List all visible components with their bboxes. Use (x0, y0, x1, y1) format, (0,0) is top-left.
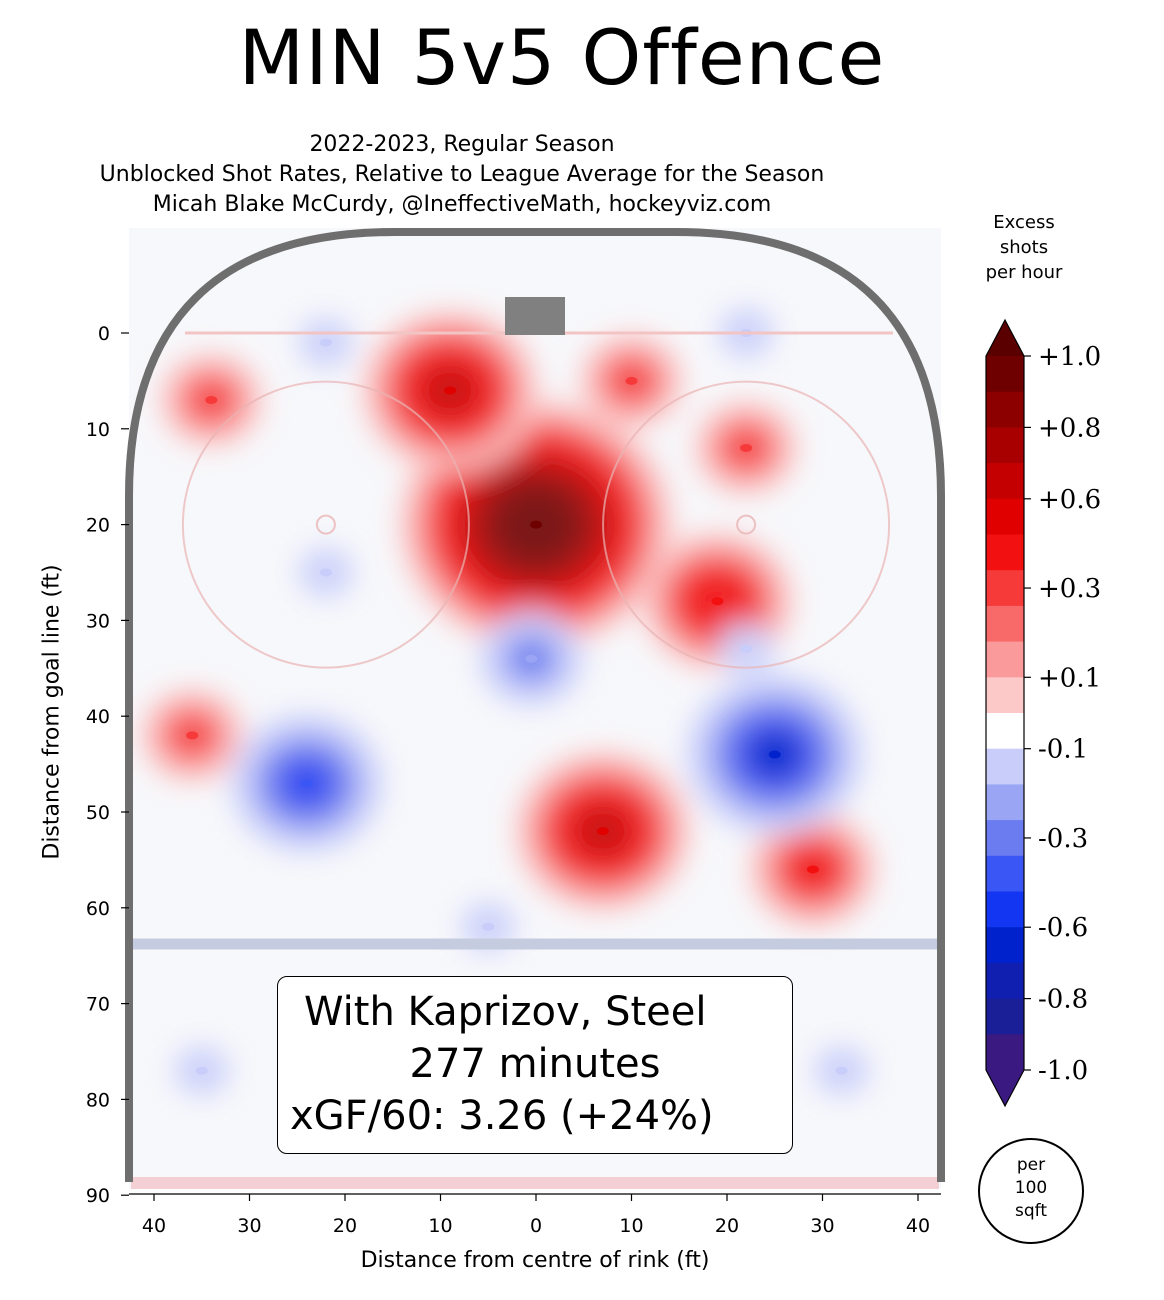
hotspot-center (596, 827, 609, 836)
x-tick-label: 40 (906, 1215, 930, 1237)
colorbar-segment (986, 998, 1024, 1035)
colorbar-tick-label: +0.3 (1038, 574, 1101, 604)
hotspot-center (806, 865, 819, 874)
chart-subtitle-credit: Micah Blake McCurdy, @IneffectiveMath, h… (152, 192, 772, 217)
hotspot-center (482, 922, 495, 931)
colorbar-tick-label: -0.8 (1038, 985, 1088, 1015)
colorbar-segment (986, 427, 1024, 464)
colorbar-segment (986, 927, 1024, 964)
colorbar-tick-label: +1.0 (1038, 342, 1101, 372)
colorbar-title: Excess shots per hour (964, 210, 1084, 285)
colorbar-tick-label: +0.6 (1038, 485, 1101, 515)
hotspot-center (205, 396, 218, 405)
legend-box: With Kaprizov, Steel 277 minutes xGF/60:… (277, 976, 793, 1154)
hotspot-center (530, 520, 542, 529)
y-tick-label: 10 (86, 419, 110, 441)
colorbar-tick-label: +0.8 (1038, 413, 1101, 443)
colorbar-title-line: shots (999, 237, 1049, 258)
hotspot-center (768, 750, 781, 759)
hotspot-center (835, 1066, 848, 1075)
hotspot-center (625, 376, 638, 385)
x-tick-label: 40 (142, 1215, 166, 1237)
hotspot-center (711, 597, 724, 606)
colorbar-segment (986, 713, 1024, 750)
hotspot-center (319, 338, 332, 347)
x-tick-label: 20 (333, 1215, 357, 1237)
goal-net (505, 297, 565, 335)
y-tick-label: 40 (86, 706, 110, 728)
unit-line: 100 (1014, 1178, 1048, 1198)
hotspot-center (319, 568, 332, 577)
colorbar-segment (986, 391, 1024, 428)
colorbar-segment (986, 855, 1024, 892)
chart-subtitle-season: 2022-2023, Regular Season (309, 132, 615, 157)
y-tick-label: 70 (86, 994, 110, 1016)
x-tick-label: 20 (715, 1215, 739, 1237)
y-axis-label: Distance from goal line (ft) (39, 564, 65, 860)
colorbar-segment (986, 748, 1024, 785)
colorbar-segment (986, 962, 1024, 1000)
colorbar-bottom-arrow (986, 1070, 1024, 1106)
y-tick-label: 30 (86, 610, 110, 632)
legend-xgf: xGF/60: 3.26 (+24%) (290, 1093, 714, 1139)
hotspot-center (740, 443, 753, 452)
axes: 40 30 20 10 0 10 20 30 40 0 10 20 30 40 50 60 70 80 90 (86, 323, 941, 1237)
faceoff-dot-right (736, 514, 757, 535)
rink-markings (125, 228, 945, 1189)
hotspot-center (300, 779, 313, 788)
x-tick-label: 10 (428, 1215, 452, 1237)
colorbar-title-line: Excess (993, 212, 1055, 233)
faceoff-dot-left (315, 514, 336, 535)
rink-boards (125, 228, 945, 1182)
colorbar-tick-label: -0.6 (1038, 913, 1088, 943)
unit-line: per (1016, 1155, 1046, 1175)
hotspot-center (195, 1066, 208, 1075)
y-tick-label: 90 (86, 1185, 110, 1207)
hotspot-center (740, 645, 753, 654)
colorbar-title-line: per hour (985, 262, 1063, 283)
legend-minutes: 277 minutes (409, 1041, 661, 1087)
colorbar-segment (986, 605, 1024, 643)
colorbar-tick-label: -1.0 (1038, 1056, 1088, 1086)
unit-badge: per 100 sqft (978, 1138, 1084, 1244)
x-tick-label: 10 (619, 1215, 643, 1237)
colorbar-segment (986, 534, 1024, 571)
faceoff-circle-right (602, 380, 891, 669)
colorbar-segment (986, 641, 1024, 678)
x-tick-label: 30 (237, 1215, 261, 1237)
x-tick-label: 30 (810, 1215, 834, 1237)
colorbar-segment (986, 677, 1024, 714)
heatmap-layer (140, 308, 877, 1096)
colorbar-tick-label: -0.1 (1038, 735, 1088, 765)
faceoff-circle-left (181, 380, 470, 669)
colorbar-segment (986, 498, 1024, 535)
y-tick-label: 50 (86, 802, 110, 824)
chart-title: MIN 5v5 Offence (238, 13, 886, 102)
colorbar-segment (986, 570, 1024, 607)
colorbar: +1.0 +0.8 +0.6 +0.3 +0.1 -0.1 -0.3 -0.6 -0.8 -1.0 (985, 318, 1101, 1108)
x-axis-label: Distance from centre of rink (ft) (360, 1248, 710, 1273)
colorbar-segment (986, 1034, 1024, 1071)
colorbar-segment (986, 891, 1024, 928)
colorbar-segment (986, 356, 1024, 393)
y-tick-label: 20 (86, 515, 110, 537)
colorbar-segment (986, 820, 1024, 857)
legend-players: With Kaprizov, Steel (304, 989, 707, 1035)
colorbar-tick-label: +0.1 (1038, 663, 1101, 693)
chart-subtitle-metric: Unblocked Shot Rates, Relative to League… (99, 162, 825, 187)
hotspot-center (186, 731, 199, 740)
colorbar-top-arrow (986, 320, 1024, 356)
colorbar-segment (986, 784, 1024, 821)
x-tick-label: 0 (530, 1215, 542, 1237)
y-tick-label: 0 (98, 323, 110, 345)
colorbar-tick-label: -0.3 (1038, 824, 1088, 854)
y-tick-label: 60 (86, 898, 110, 920)
y-tick-label: 80 (86, 1089, 110, 1111)
unit-line: sqft (1015, 1201, 1047, 1221)
hotspot-center (525, 654, 538, 663)
hotspot-center (444, 386, 457, 395)
colorbar-segment (986, 463, 1024, 500)
